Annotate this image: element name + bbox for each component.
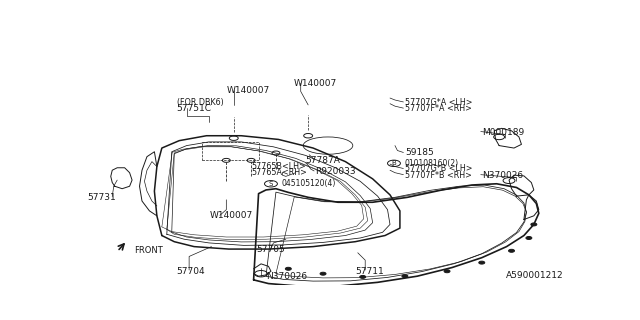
Text: 57707F*B <RH>: 57707F*B <RH>: [405, 171, 472, 180]
Circle shape: [402, 275, 408, 278]
Bar: [202, 142, 259, 160]
Text: 57707G*B <LH>: 57707G*B <LH>: [405, 164, 472, 173]
Text: A590001212: A590001212: [506, 271, 564, 280]
Circle shape: [479, 261, 484, 264]
Text: N370026: N370026: [266, 272, 307, 281]
Text: 57765A<RH>: 57765A<RH>: [251, 168, 307, 177]
Text: 57707G*A <LH>: 57707G*A <LH>: [405, 98, 472, 107]
Circle shape: [285, 267, 291, 270]
Text: B: B: [392, 160, 396, 166]
Circle shape: [360, 276, 365, 278]
Circle shape: [320, 272, 326, 275]
Text: 57704: 57704: [177, 267, 205, 276]
Circle shape: [509, 249, 515, 252]
Text: 57751C: 57751C: [177, 104, 212, 113]
Text: FRONT: FRONT: [134, 246, 163, 255]
Text: 57787A: 57787A: [306, 156, 340, 165]
Circle shape: [526, 236, 532, 239]
Text: S: S: [269, 181, 273, 187]
Text: W140007: W140007: [293, 79, 337, 89]
Text: W140007: W140007: [227, 86, 269, 95]
Circle shape: [444, 270, 450, 273]
Text: 57705: 57705: [256, 244, 285, 253]
Text: 57711: 57711: [355, 267, 384, 276]
Text: 57731: 57731: [88, 193, 116, 202]
Text: W140007: W140007: [210, 211, 253, 220]
Text: N370026: N370026: [482, 171, 523, 180]
Text: 045105120(4): 045105120(4): [282, 179, 336, 188]
Circle shape: [531, 223, 537, 226]
Text: 010108160(2): 010108160(2): [405, 159, 459, 168]
Text: M000189: M000189: [482, 128, 524, 137]
Text: 59185: 59185: [405, 148, 434, 157]
Text: 57765B<LH>: 57765B<LH>: [251, 162, 306, 171]
Text: R920033: R920033: [316, 167, 356, 176]
Text: (FOR DBK6): (FOR DBK6): [177, 98, 223, 107]
Text: 57707F*A <RH>: 57707F*A <RH>: [405, 104, 472, 113]
